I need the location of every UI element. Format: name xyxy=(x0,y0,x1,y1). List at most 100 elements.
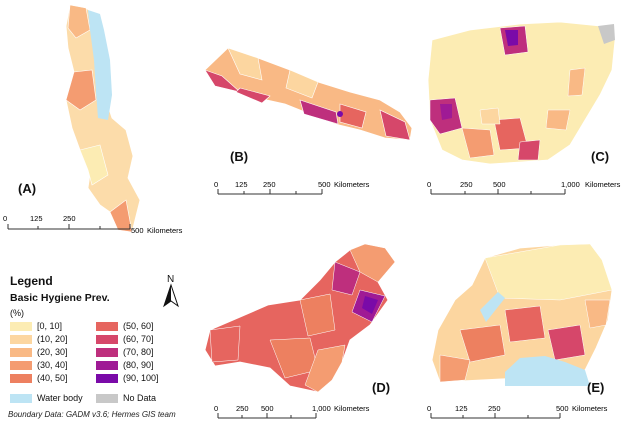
legend-class-label: (40, 50] xyxy=(37,373,68,383)
legend-swatch xyxy=(10,394,32,403)
legend-swatch xyxy=(96,361,118,370)
panel-a-label: (A) xyxy=(18,181,36,196)
nepal-region xyxy=(379,109,411,141)
nigeria-region xyxy=(567,67,586,97)
lake-albert xyxy=(480,292,505,322)
legend-swatch xyxy=(96,374,118,383)
scale-unit: Kilometers xyxy=(585,180,621,189)
legend-swatch xyxy=(96,335,118,344)
legend-swatch xyxy=(10,335,32,344)
scale-tick: 125 xyxy=(30,214,43,223)
nigeria-region xyxy=(505,30,518,46)
legend-swatch xyxy=(10,322,32,331)
nigeria-region xyxy=(440,104,452,120)
scale-tick: 250 xyxy=(63,214,76,223)
scale-tick: 0 xyxy=(3,214,7,223)
legend-swatch xyxy=(96,348,118,357)
lake-malawi xyxy=(88,10,112,120)
legend-subtitle: Basic Hygiene Prev. xyxy=(10,292,110,304)
malawi-region xyxy=(65,69,97,111)
scale-tick: 125 xyxy=(455,404,468,413)
scale-tick: 0 xyxy=(214,404,218,413)
scale-tick: 250 xyxy=(460,180,473,189)
nigeria-region xyxy=(545,109,571,131)
scale-tick: 500 xyxy=(318,180,331,189)
panel-d-scalebar: 0 250 500 1,000 Kilometers xyxy=(214,404,370,419)
scale-unit: Kilometers xyxy=(334,404,370,413)
uganda-region xyxy=(459,324,506,363)
nepal-region xyxy=(235,87,271,104)
scale-tick: 1,000 xyxy=(561,180,580,189)
uganda-region xyxy=(439,354,471,383)
legend-class-label: (10, 20] xyxy=(37,334,68,344)
uganda-region xyxy=(484,243,613,301)
nepal-region xyxy=(227,47,263,81)
scale-tick: 500 xyxy=(556,404,569,413)
uganda-region xyxy=(584,299,611,329)
legend-class-label: (20, 30] xyxy=(37,347,68,357)
nigeria-region xyxy=(479,107,501,125)
panel-c-map xyxy=(427,21,616,165)
panel-b-label: (B) xyxy=(230,149,248,164)
scale-tick: 250 xyxy=(263,180,276,189)
panel-c-label: (C) xyxy=(591,149,609,164)
legend-class-label: (30, 40] xyxy=(37,360,68,370)
nigeria-region xyxy=(517,139,541,161)
svg-text:N: N xyxy=(167,274,174,285)
scale-unit: Kilometers xyxy=(147,226,183,235)
legend-swatch xyxy=(96,394,118,403)
legend-title: Legend xyxy=(10,274,53,288)
panel-d-map xyxy=(204,243,396,393)
data-credit: Boundary Data: GADM v3.6; Hermes GIS tea… xyxy=(8,410,176,419)
legend-class-label: [0, 10] xyxy=(37,321,63,331)
legend-swatch xyxy=(96,322,118,331)
north-arrow-icon: N xyxy=(163,274,179,308)
scale-unit: Kilometers xyxy=(334,180,370,189)
legend-extra-label: No Data xyxy=(123,393,157,403)
nigeria-shape xyxy=(427,21,616,165)
panel-e-label: (E) xyxy=(587,380,604,395)
pakistan-region xyxy=(209,325,241,363)
legend-class-label: (60, 70] xyxy=(123,334,154,344)
legend-swatch xyxy=(10,348,32,357)
nepal-region xyxy=(299,99,339,125)
panel-e-map xyxy=(431,243,613,386)
scale-unit: Kilometers xyxy=(572,404,608,413)
legend-class-label: (70, 80] xyxy=(123,347,154,357)
scale-tick: 0 xyxy=(427,404,431,413)
malawi-region xyxy=(109,199,133,233)
scale-tick: 1,000 xyxy=(312,404,331,413)
scale-tick: 125 xyxy=(235,180,248,189)
scale-tick: 500 xyxy=(131,226,144,235)
pakistan-region xyxy=(331,261,361,296)
scale-tick: 0 xyxy=(214,180,218,189)
legend-swatch xyxy=(10,374,32,383)
panel-a-scalebar: 0 125 250 500 Kilometers xyxy=(3,214,183,235)
panel-b-scalebar: 0 125 250 500 Kilometers xyxy=(214,180,370,195)
nigeria-region xyxy=(598,24,615,44)
malawi-region xyxy=(67,4,91,39)
scale-tick: 500 xyxy=(493,180,506,189)
legend-swatch xyxy=(10,361,32,370)
legend-extra-label: Water body xyxy=(37,393,83,403)
panel-b-map xyxy=(204,47,413,141)
pakistan-region xyxy=(362,296,378,314)
legend-class-label: (90, 100] xyxy=(123,373,159,383)
scale-tick: 500 xyxy=(261,404,274,413)
uganda-region xyxy=(547,324,586,361)
panel-c-scalebar: 0 250 500 1,000 Kilometers xyxy=(427,180,621,195)
nepal-region xyxy=(285,69,319,99)
malawi-region xyxy=(79,144,109,186)
panel-e-scalebar: 0 125 250 500 Kilometers xyxy=(427,404,608,419)
lake-victoria xyxy=(505,356,590,386)
pakistan-region xyxy=(299,293,336,337)
nepal-region xyxy=(337,111,343,117)
panel-a-map xyxy=(65,4,141,233)
uganda-region xyxy=(504,305,546,343)
legend: Legend Basic Hygiene Prev. (%) [0, 10] (1… xyxy=(8,270,198,420)
scale-tick: 250 xyxy=(236,404,249,413)
scale-tick: 0 xyxy=(427,180,431,189)
pakistan-region xyxy=(304,344,346,393)
scale-tick: 250 xyxy=(488,404,501,413)
